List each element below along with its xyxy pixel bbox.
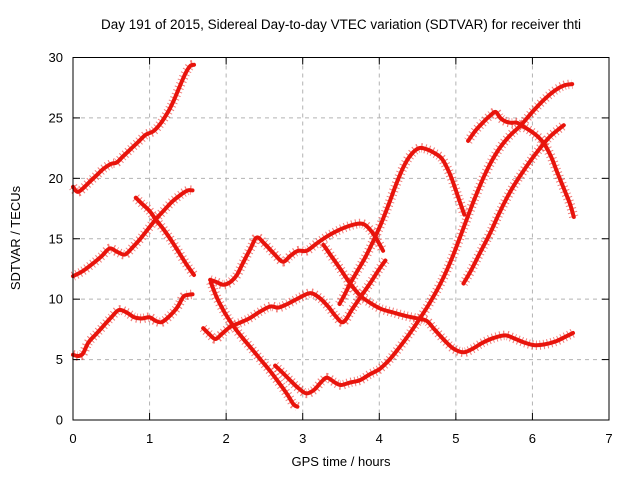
x-tick-label: 2 [223, 431, 230, 446]
x-tick-label: 0 [69, 431, 76, 446]
y-tick-label: 30 [49, 50, 63, 65]
y-tick-label: 5 [56, 352, 63, 367]
trace-marker-fuzz-arc-04 [71, 289, 194, 361]
trace-arc-02 [71, 188, 195, 279]
y-tick-label: 15 [49, 231, 63, 246]
trace-marker-fuzz-arc-08 [319, 242, 576, 358]
y-tick-label: 20 [49, 171, 63, 186]
trace-marker-fuzz-arc-05 [208, 218, 388, 290]
x-tick-label: 3 [299, 431, 306, 446]
trace-marker-fuzz-arc-02 [70, 185, 193, 281]
y-axis-label: SDTVAR / TECUs [8, 185, 23, 290]
trace-arc-12 [466, 109, 576, 219]
x-tick-label: 4 [376, 431, 383, 446]
y-tick-label: 10 [49, 292, 63, 307]
x-tick-label: 7 [605, 431, 612, 446]
trace-marker-fuzz-arc-06 [206, 280, 300, 412]
x-tick-label: 1 [146, 431, 153, 446]
trace-marker-fuzz-arc-01 [69, 60, 196, 197]
trace-arc-01 [71, 62, 196, 194]
axes-and-ticks: 0 1 2 3 4 5 6 7 0 5 10 15 20 25 30 [49, 50, 613, 446]
x-axis-label: GPS time / hours [292, 454, 391, 469]
x-tick-label: 6 [529, 431, 536, 446]
chart-title: Day 191 of 2015, Sidereal Day-to-day VTE… [101, 17, 581, 32]
trace-marker-fuzz-arc-11 [459, 121, 567, 286]
trace-marker-fuzz-arc-03 [132, 194, 198, 278]
trace-marker-fuzz-arc-10 [335, 143, 469, 307]
y-tick-label: 25 [49, 110, 63, 125]
data-traces [69, 60, 579, 412]
y-tick-label: 0 [56, 413, 63, 428]
trace-marker-fuzz-arc-07 [199, 257, 390, 344]
gridlines [73, 57, 609, 420]
x-tick-label: 5 [452, 431, 459, 446]
trace-arc-10 [337, 145, 467, 306]
